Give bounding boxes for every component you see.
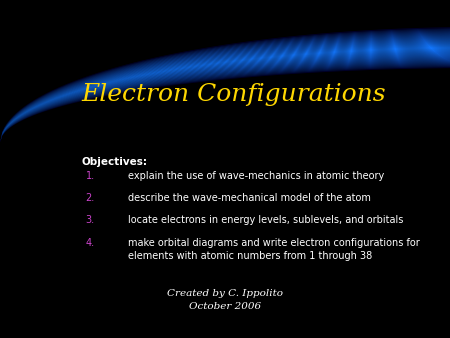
Polygon shape	[0, 51, 450, 143]
Polygon shape	[0, 54, 450, 143]
Polygon shape	[0, 33, 450, 143]
Polygon shape	[0, 46, 450, 143]
Polygon shape	[0, 41, 450, 143]
Polygon shape	[0, 50, 450, 143]
Polygon shape	[0, 37, 450, 143]
Polygon shape	[0, 44, 450, 143]
Polygon shape	[0, 39, 450, 143]
Text: describe the wave-mechanical model of the atom: describe the wave-mechanical model of th…	[128, 193, 371, 203]
Polygon shape	[0, 28, 450, 143]
Polygon shape	[0, 30, 450, 143]
Polygon shape	[0, 56, 450, 143]
Polygon shape	[0, 64, 450, 143]
Polygon shape	[0, 31, 450, 143]
Polygon shape	[0, 67, 450, 143]
Polygon shape	[0, 43, 450, 143]
Text: explain the use of wave-mechanics in atomic theory: explain the use of wave-mechanics in ato…	[128, 171, 384, 181]
Polygon shape	[0, 27, 450, 143]
Polygon shape	[0, 53, 450, 143]
Polygon shape	[0, 38, 450, 143]
Polygon shape	[0, 63, 450, 143]
Polygon shape	[0, 58, 450, 143]
Polygon shape	[0, 52, 450, 143]
Polygon shape	[0, 32, 450, 143]
Text: Objectives:: Objectives:	[81, 157, 147, 167]
Polygon shape	[0, 55, 450, 143]
Polygon shape	[0, 59, 450, 143]
Polygon shape	[0, 47, 450, 143]
Polygon shape	[0, 34, 450, 143]
Text: make orbital diagrams and write electron configurations for
elements with atomic: make orbital diagrams and write electron…	[128, 238, 420, 262]
Text: locate electrons in energy levels, sublevels, and orbitals: locate electrons in energy levels, suble…	[128, 215, 404, 225]
Polygon shape	[0, 66, 450, 143]
Polygon shape	[0, 62, 450, 143]
Polygon shape	[0, 35, 450, 143]
Polygon shape	[0, 42, 450, 143]
Text: 3.: 3.	[86, 215, 94, 225]
Polygon shape	[0, 57, 450, 143]
Polygon shape	[0, 29, 450, 143]
Polygon shape	[0, 48, 450, 143]
Text: 4.: 4.	[86, 238, 94, 248]
Polygon shape	[0, 49, 450, 143]
Polygon shape	[0, 45, 450, 143]
Text: Created by C. Ippolito
October 2006: Created by C. Ippolito October 2006	[167, 289, 283, 311]
Text: Electron Configurations: Electron Configurations	[81, 83, 386, 106]
Polygon shape	[0, 61, 450, 143]
Polygon shape	[0, 65, 450, 143]
Text: 2.: 2.	[86, 193, 95, 203]
Polygon shape	[0, 40, 450, 143]
Polygon shape	[0, 60, 450, 143]
Text: 1.: 1.	[86, 171, 94, 181]
